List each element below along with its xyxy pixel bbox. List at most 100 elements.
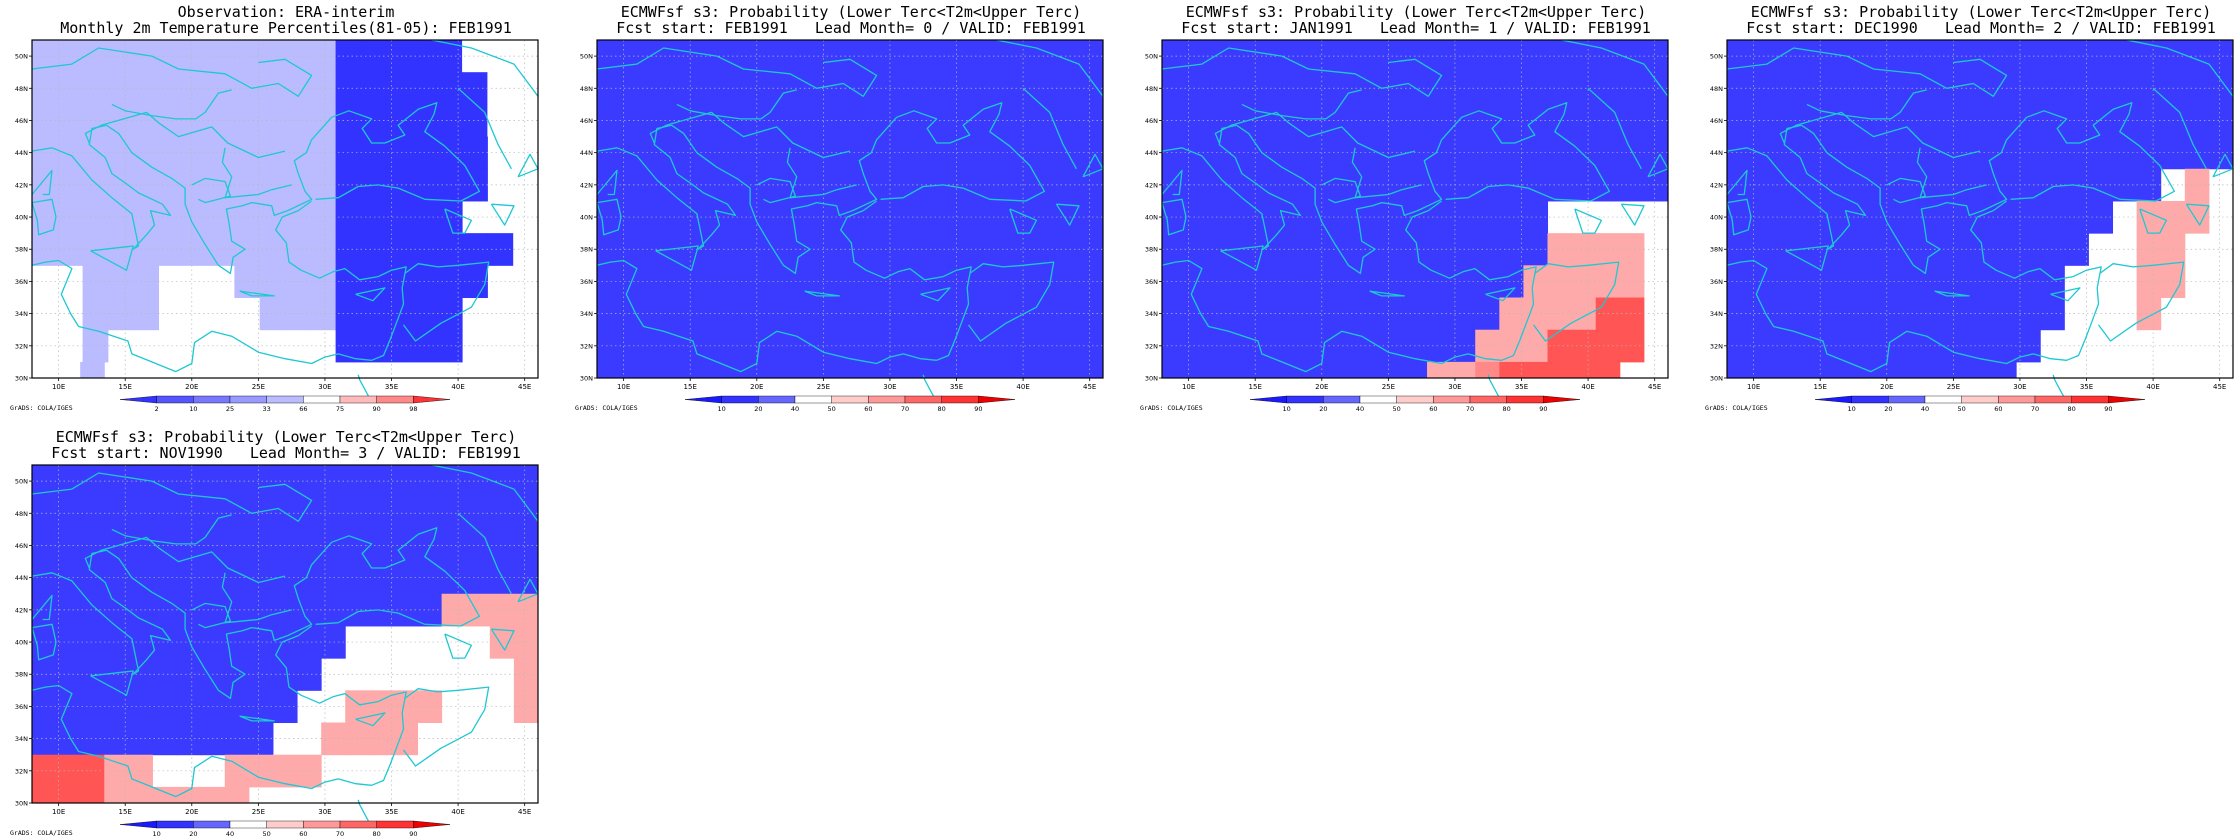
grid-cell: [1330, 361, 1356, 379]
grid-cell: [1847, 40, 1873, 73]
colorbar-label: 90: [373, 405, 381, 412]
coastline: [31, 625, 407, 798]
grid-cell: [152, 593, 178, 627]
colorbar-label: 90: [409, 830, 417, 837]
grid-cell: [1006, 297, 1032, 331]
grid-cell: [789, 104, 815, 138]
coastline: [1022, 87, 1077, 170]
grid-cell: [1643, 72, 1669, 105]
grid-cell: [152, 658, 178, 691]
colorbar-segment: [376, 395, 414, 404]
grid-cell: [104, 625, 129, 659]
grid-cell: [1823, 361, 1848, 379]
grid-cell: [1306, 233, 1332, 266]
grid-cell: [32, 136, 58, 170]
grid-cell: [741, 136, 767, 170]
grid-cell: [152, 625, 178, 659]
grid-cell: [1234, 40, 1259, 73]
grid-cell: [1210, 265, 1235, 299]
coastline: [676, 89, 797, 120]
grid-cell: [1210, 329, 1235, 363]
coastline: [402, 686, 490, 767]
grid-cell: [1919, 329, 1945, 363]
colorbar-label: 90: [974, 405, 982, 412]
x-tick-label: 25E: [1947, 383, 1960, 391]
coastline: [431, 39, 539, 97]
grid-cell: [436, 136, 463, 170]
panel-observation: Observation: ERA-interim Monthly 2m Temp…: [10, 0, 562, 412]
grid-cell: [436, 329, 463, 363]
grid-cell: [1006, 200, 1032, 234]
y-tick-label: 42N: [1145, 181, 1158, 189]
coastline: [596, 169, 618, 196]
grid-cell: [1282, 329, 1308, 363]
grads-credit: GrADS: COLA/IGES: [10, 404, 73, 412]
grid-cell: [57, 104, 84, 138]
y-tick-label: 44N: [15, 574, 28, 582]
map-frame: [1161, 39, 1669, 379]
x-tick-label: 15E: [1814, 383, 1827, 391]
grid-cell: [1282, 40, 1308, 73]
x-tick-label: 20E: [750, 383, 763, 391]
grid-cell: [1943, 361, 1969, 379]
grid-cell: [1571, 168, 1597, 202]
grid-cell: [1006, 361, 1032, 379]
grid-cell: [310, 72, 337, 105]
grid-cell: [1306, 72, 1332, 105]
coastline: [996, 39, 1104, 97]
x-tick-label: 10E: [52, 808, 65, 816]
coastline: [1236, 102, 1611, 275]
grid-cell: [297, 497, 322, 530]
grid-cell: [1919, 361, 1945, 379]
panel-subtitle: Fcst start: NOV1990 Lead Month= 3 / VALI…: [51, 444, 521, 462]
grid-cell: [934, 361, 959, 379]
grid-cell: [1054, 361, 1080, 379]
coastline: [1082, 153, 1104, 178]
colorbar-label: 60: [1994, 405, 2002, 412]
coastline: [1161, 169, 1183, 196]
grid-cell: [1775, 168, 1800, 202]
grid-cell: [1054, 168, 1080, 202]
grid-cell: [597, 136, 622, 170]
x-tick-label: 30E: [883, 383, 896, 391]
grid-cell: [32, 233, 58, 266]
grid-cell: [1992, 297, 2017, 331]
grid-cell: [104, 722, 129, 756]
grid-cell: [297, 561, 322, 595]
grid-cell: [104, 497, 129, 530]
grid-cell: [1282, 72, 1308, 105]
grid-cell: [982, 361, 1008, 379]
grid-cell: [1751, 361, 1776, 379]
coastline: [490, 203, 515, 226]
grid-cell: [57, 72, 84, 105]
colorbar-label: 60: [299, 830, 307, 837]
grid-cell: [741, 72, 767, 105]
grid-cell: [1799, 265, 1824, 299]
colorbar-label: 75: [336, 405, 344, 412]
grid-cell: [1499, 136, 1524, 170]
grid-cell: [133, 297, 159, 331]
coastline: [111, 514, 232, 545]
data-grid: [1162, 40, 1669, 379]
grid-cell: [513, 690, 539, 724]
grid-cell: [2136, 233, 2162, 266]
grid-cell: [513, 625, 539, 659]
colorbar-label: 10: [1848, 405, 1856, 412]
x-tick-label: 35E: [385, 808, 398, 816]
colorbar-segment: [303, 820, 341, 829]
grid-cell: [80, 690, 105, 724]
grid-cell: [741, 297, 767, 331]
coastline: [2126, 39, 2234, 97]
grid-cell: [200, 786, 226, 804]
grid-cell: [1499, 104, 1524, 138]
grid-cell: [789, 265, 815, 299]
grid-cell: [1402, 361, 1428, 379]
colorbar-label: 70: [901, 405, 909, 412]
grid-cell: [1078, 361, 1104, 379]
coastline: [596, 124, 737, 250]
grid-cell: [32, 786, 57, 804]
grid-cell: [717, 297, 743, 331]
grid-cell: [1871, 265, 1897, 299]
grid-cell: [645, 200, 670, 234]
grid-cell: [1992, 200, 2017, 234]
